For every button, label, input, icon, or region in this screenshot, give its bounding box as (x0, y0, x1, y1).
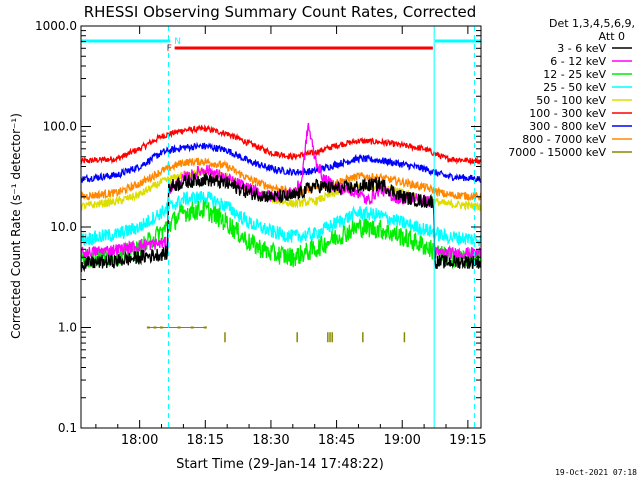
x-tick-label: 19:00 (383, 433, 420, 448)
footer-timestamp: 19-Oct-2021 07:18 (555, 468, 637, 477)
y-tick-label: 10.0 (50, 220, 77, 234)
legend-entry-label: 6 - 12 keV (550, 55, 606, 68)
series-line-25-50kev (80, 190, 482, 247)
legend-entry-label: 50 - 100 keV (536, 94, 606, 107)
y-tick-label: 0.1 (58, 421, 77, 435)
legend-entry-label: 100 - 300 keV (529, 107, 606, 120)
x-tick-label: 18:15 (187, 433, 224, 448)
x-tick-label: 18:00 (121, 433, 158, 448)
legend-entry-label: 800 - 7000 keV (522, 133, 606, 146)
y-axis-label: Corrected Count Rate (s⁻¹ detector⁻¹) (9, 113, 23, 339)
x-tick-label: 18:30 (252, 433, 289, 448)
series-line-300-800kev (80, 124, 482, 166)
legend-entry-label: 12 - 25 keV (543, 68, 606, 81)
legend-entry-label: 3 - 6 keV (557, 42, 606, 55)
x-axis-label: Start Time (29-Jan-14 17:48:22) (176, 457, 384, 472)
legend-entry-label: 25 - 50 keV (543, 81, 606, 94)
y-tick-label: 100.0 (43, 120, 77, 134)
legend-entry-label: 300 - 800 keV (529, 120, 606, 133)
x-tick-label: 18:45 (318, 433, 355, 448)
legend-header-line-1: Det 1,3,4,5,6,9, (549, 17, 635, 30)
x-axis-ticks: 18:00 18:15 18:30 18:45 19:00 19:15 (95, 26, 487, 448)
y-axis-ticks: 0.1 1.0 10.0 100.0 1000.0 (35, 19, 481, 435)
legend-header-line-2: Att 0 (599, 30, 625, 43)
flag-label-n: N (174, 37, 181, 47)
chart-title: RHESSI Observing Summary Count Rates, Co… (84, 3, 477, 21)
series-line-800-7000kev (80, 157, 482, 202)
series-line-3-6kev (80, 172, 482, 273)
y-tick-label: 1000.0 (35, 19, 77, 33)
x-tick-label: 19:15 (449, 433, 486, 448)
legend-entry-label: 7000 - 15000 keV (508, 146, 606, 159)
flag-label-f: F (167, 44, 172, 54)
plot-area: NF (80, 26, 482, 428)
series-line-300-800kev (80, 141, 482, 184)
y-tick-label: 1.0 (58, 321, 77, 335)
